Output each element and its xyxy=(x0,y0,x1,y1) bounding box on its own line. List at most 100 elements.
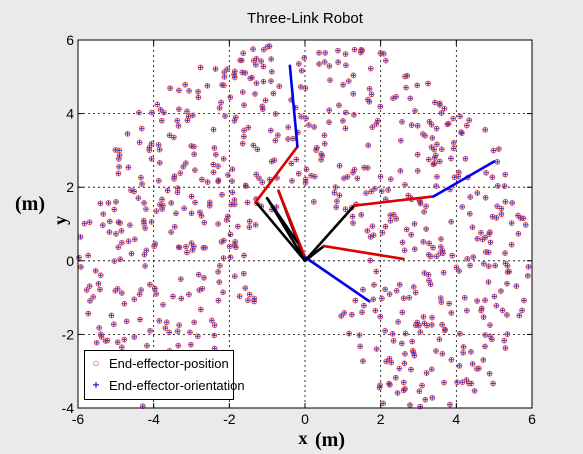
end-effector-orientation-point xyxy=(495,159,500,164)
end-effector-position-point xyxy=(288,160,295,167)
end-effector-position-point xyxy=(268,158,275,165)
end-effector-position-point xyxy=(319,152,326,159)
end-effector-position-point xyxy=(170,293,176,300)
end-effector-position-point xyxy=(196,287,203,294)
end-effector-orientation-point xyxy=(517,313,522,318)
end-effector-position-point xyxy=(199,285,206,292)
end-effector-position-point xyxy=(351,166,358,173)
x-tick-label: -6 xyxy=(72,411,85,427)
end-effector-orientation-point xyxy=(168,86,173,91)
end-effector-position-point xyxy=(251,295,258,302)
end-effector-position-point xyxy=(495,146,502,152)
end-effector-position-point xyxy=(489,174,496,181)
end-effector-position-point xyxy=(485,249,492,256)
end-effector-orientation-point xyxy=(216,221,221,226)
end-effector-orientation-point xyxy=(253,62,258,67)
end-effector-position-point xyxy=(407,95,414,102)
end-effector-orientation-point xyxy=(299,114,304,119)
circle-marker-icon: ○ xyxy=(92,356,100,370)
end-effector-position-point xyxy=(326,107,333,114)
end-effector-orientation-point xyxy=(393,375,398,380)
end-effector-orientation-point xyxy=(507,269,512,274)
end-effector-position-point xyxy=(231,273,238,280)
end-effector-orientation-point xyxy=(185,109,190,114)
end-effector-position-point xyxy=(401,360,408,367)
end-effector-position-point xyxy=(192,199,198,206)
end-effector-orientation-point xyxy=(432,100,437,105)
end-effector-orientation-point xyxy=(221,238,226,243)
end-effector-orientation-point xyxy=(190,248,195,253)
end-effector-orientation-point xyxy=(464,123,469,128)
end-effector-position-point xyxy=(359,309,365,316)
end-effector-orientation-point xyxy=(139,126,144,131)
end-effector-position-point xyxy=(489,213,496,220)
end-effector-orientation-point xyxy=(403,331,408,336)
end-effector-orientation-point xyxy=(327,108,332,113)
end-effector-position-point xyxy=(425,271,432,278)
end-effector-orientation-point xyxy=(343,63,348,68)
end-effector-position-point xyxy=(436,336,443,343)
end-effector-position-point xyxy=(389,331,396,337)
end-effector-orientation-point xyxy=(306,122,311,127)
end-effector-orientation-point xyxy=(243,184,248,189)
end-effector-orientation-point xyxy=(216,298,221,303)
end-effector-position-point xyxy=(374,117,381,124)
end-effector-orientation-point xyxy=(261,64,266,69)
end-effector-orientation-point xyxy=(459,131,464,136)
end-effector-position-point xyxy=(332,184,339,190)
end-effector-orientation-point xyxy=(245,200,250,205)
end-effector-position-point xyxy=(293,156,300,163)
end-effector-orientation-point xyxy=(432,147,437,152)
end-effector-orientation-point xyxy=(424,204,429,209)
end-effector-orientation-point xyxy=(157,202,162,207)
end-effector-orientation-point xyxy=(199,213,204,218)
end-effector-position-point xyxy=(480,314,487,320)
end-effector-position-point xyxy=(253,171,260,178)
end-effector-orientation-point xyxy=(475,191,480,196)
end-effector-orientation-point xyxy=(122,337,127,342)
end-effector-orientation-point xyxy=(175,329,180,334)
robot-link-2 xyxy=(254,145,299,204)
end-effector-position-point xyxy=(343,62,349,69)
end-effector-position-point xyxy=(137,316,143,323)
end-effector-position-point xyxy=(148,156,155,162)
end-effector-position-point xyxy=(139,181,145,187)
end-effector-orientation-point xyxy=(230,190,235,195)
end-effector-position-point xyxy=(208,317,215,324)
end-effector-position-point xyxy=(501,337,508,344)
end-effector-position-point xyxy=(385,187,391,193)
end-effector-position-point xyxy=(206,202,213,209)
end-effector-orientation-point xyxy=(176,343,181,348)
end-effector-orientation-point xyxy=(434,142,439,147)
end-effector-orientation-point xyxy=(87,220,92,225)
end-effector-orientation-point xyxy=(268,128,273,133)
end-effector-orientation-point xyxy=(176,88,181,93)
end-effector-orientation-point xyxy=(205,180,210,185)
end-effector-position-point xyxy=(160,202,166,209)
end-effector-orientation-point xyxy=(450,253,455,258)
end-effector-orientation-point xyxy=(394,288,399,293)
end-effector-position-point xyxy=(336,162,343,169)
end-effector-position-point xyxy=(506,268,512,275)
end-effector-orientation-point xyxy=(409,232,414,237)
end-effector-orientation-point xyxy=(442,327,447,332)
end-effector-position-point xyxy=(396,281,403,288)
end-effector-position-point xyxy=(198,212,205,219)
end-effector-position-point xyxy=(508,241,515,248)
end-effector-orientation-point xyxy=(172,224,177,229)
end-effector-position-point xyxy=(335,47,341,54)
end-effector-orientation-point xyxy=(116,245,121,250)
end-effector-orientation-point xyxy=(275,175,279,180)
end-effector-orientation-point xyxy=(370,224,375,229)
end-effector-position-point xyxy=(136,139,143,146)
end-effector-position-point xyxy=(139,403,146,409)
end-effector-orientation-point xyxy=(225,172,230,177)
end-effector-orientation-point xyxy=(360,287,365,292)
end-effector-position-point xyxy=(204,82,211,89)
end-effector-position-point xyxy=(142,263,148,269)
end-effector-position-point xyxy=(480,357,487,363)
end-effector-orientation-point xyxy=(412,247,417,252)
end-effector-position-point xyxy=(204,179,211,185)
end-effector-position-point xyxy=(485,279,492,285)
end-effector-position-point xyxy=(433,253,440,260)
